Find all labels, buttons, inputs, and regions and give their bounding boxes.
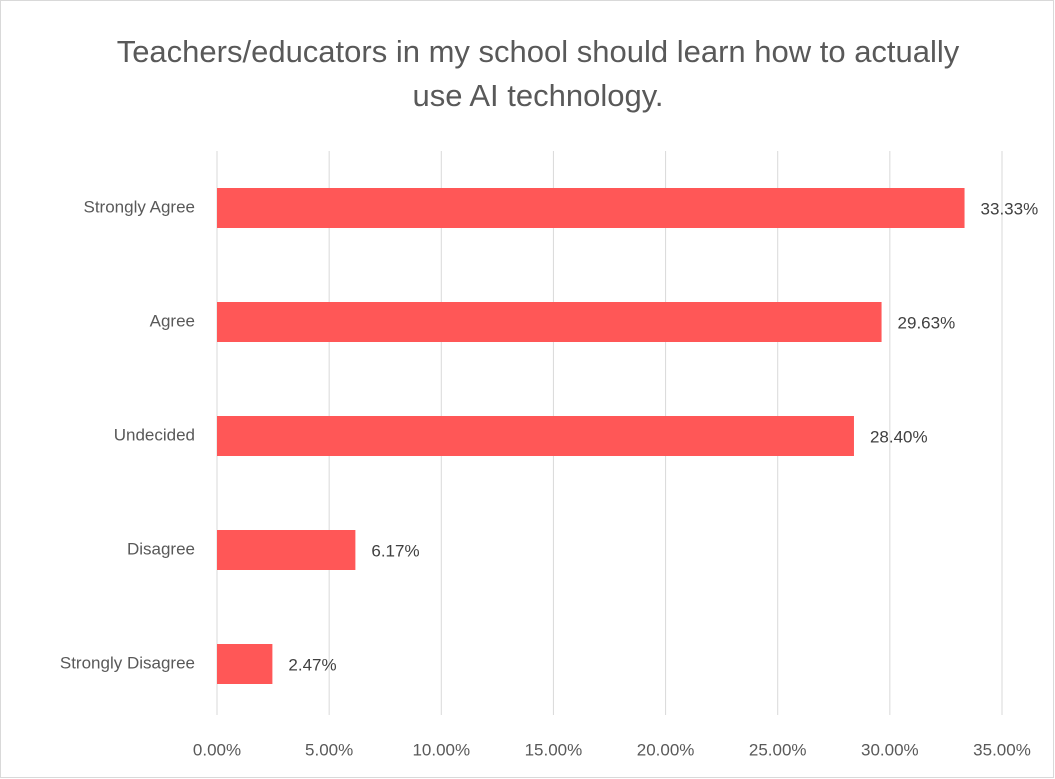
y-tick-label: Strongly Agree <box>83 197 195 216</box>
bar <box>217 530 356 570</box>
value-label: 28.40% <box>870 427 928 446</box>
x-tick-label: 10.00% <box>412 740 470 759</box>
y-tick-label: Strongly Disagree <box>60 653 195 672</box>
bar <box>217 416 854 456</box>
chart-title: Teachers/educators in my school should l… <box>116 34 960 113</box>
value-label: 6.17% <box>371 541 419 560</box>
y-tick-label: Disagree <box>127 539 195 558</box>
bar <box>217 644 273 684</box>
y-tick-label: Agree <box>150 311 195 330</box>
bar <box>217 302 882 342</box>
value-label: 33.33% <box>981 199 1039 218</box>
value-label: 2.47% <box>288 655 336 674</box>
x-tick-label: 25.00% <box>749 740 807 759</box>
x-tick-label: 5.00% <box>305 740 353 759</box>
x-tick-label: 20.00% <box>637 740 695 759</box>
x-tick-label: 30.00% <box>861 740 919 759</box>
value-label: 29.63% <box>898 313 956 332</box>
bar <box>217 188 965 228</box>
x-tick-label: 15.00% <box>525 740 583 759</box>
x-tick-label: 35.00% <box>973 740 1031 759</box>
y-tick-label: Undecided <box>114 425 195 444</box>
x-tick-label: 0.00% <box>193 740 241 759</box>
